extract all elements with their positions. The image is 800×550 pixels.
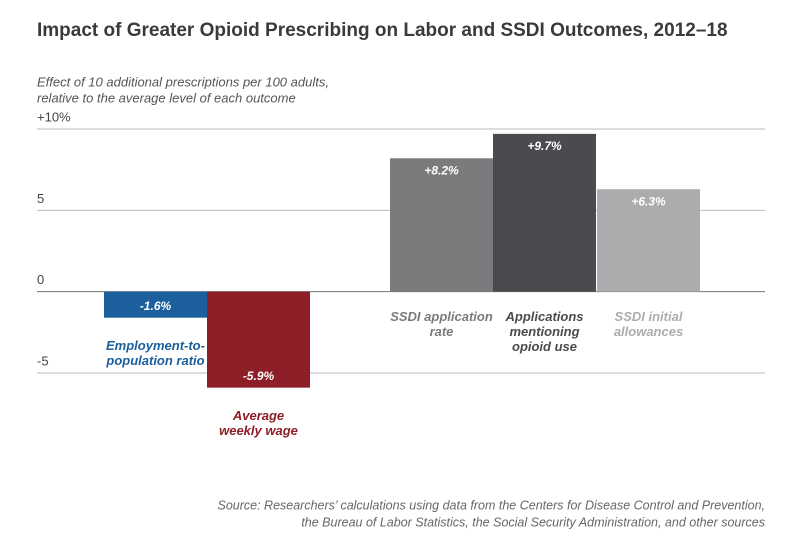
category-label: SSDI application bbox=[390, 309, 493, 324]
y-tick-label: 0 bbox=[37, 272, 44, 287]
category-label: Employment-to- bbox=[106, 338, 205, 353]
value-label: +6.3% bbox=[631, 194, 666, 208]
category-label: Average bbox=[232, 408, 284, 423]
category-label: population ratio bbox=[105, 353, 204, 368]
category-label: mentioning bbox=[509, 324, 579, 339]
y-tick-label: 5 bbox=[37, 191, 44, 206]
category-label: opioid use bbox=[512, 339, 577, 354]
bar bbox=[104, 291, 207, 318]
bar bbox=[493, 133, 596, 292]
source: Source: Researchers’ calculations using … bbox=[217, 498, 765, 512]
y-tick-label: +10% bbox=[37, 109, 71, 124]
bar bbox=[597, 189, 700, 292]
value-label: +9.7% bbox=[527, 139, 562, 153]
category-label: Applications bbox=[504, 309, 583, 324]
bar bbox=[207, 291, 310, 388]
value-label: -5.9% bbox=[243, 369, 275, 383]
category-label: SSDI initial bbox=[615, 309, 683, 324]
chart-title: Impact of Greater Opioid Prescribing on … bbox=[37, 20, 728, 41]
source: the Bureau of Labor Statistics, the Soci… bbox=[301, 515, 765, 529]
category-label: allowances bbox=[614, 324, 683, 339]
value-label: +8.2% bbox=[424, 163, 459, 177]
bar bbox=[390, 158, 493, 292]
value-label: -1.6% bbox=[140, 299, 172, 313]
subtitle: relative to the average level of each ou… bbox=[37, 90, 296, 105]
subtitle: Effect of 10 additional prescriptions pe… bbox=[37, 74, 329, 89]
category-label: rate bbox=[430, 324, 454, 339]
y-tick-label: -5 bbox=[37, 353, 49, 368]
category-label: weekly wage bbox=[219, 423, 298, 438]
